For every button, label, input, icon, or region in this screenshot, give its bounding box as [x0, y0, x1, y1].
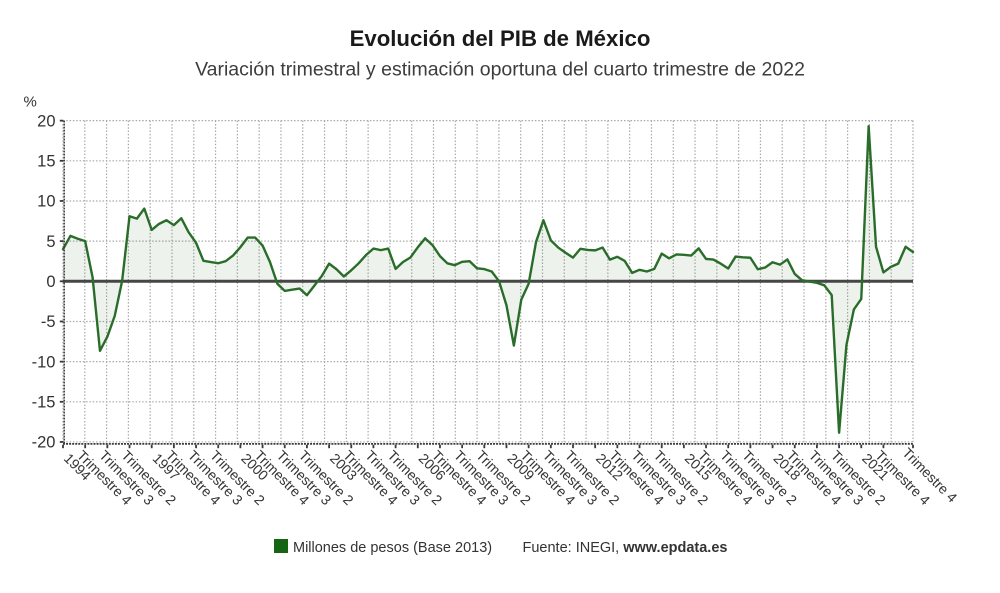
svg-text:Evolución del PIB de México: Evolución del PIB de México: [350, 26, 651, 51]
svg-text:Millones de pesos (Base 2013): Millones de pesos (Base 2013): [293, 540, 492, 556]
svg-text:10: 10: [37, 193, 55, 211]
svg-text:5: 5: [46, 233, 55, 251]
svg-text:0: 0: [46, 273, 55, 291]
svg-text:Variación trimestral y estimac: Variación trimestral y estimación oportu…: [195, 58, 805, 80]
svg-text:Fuente: INEGI, www.epdata.es: Fuente: INEGI, www.epdata.es: [523, 540, 728, 556]
svg-text:-10: -10: [32, 353, 56, 371]
svg-text:-15: -15: [32, 394, 56, 412]
svg-text:-5: -5: [41, 313, 56, 331]
svg-text:20: 20: [37, 112, 55, 130]
svg-text:%: %: [24, 94, 37, 111]
svg-text:-20: -20: [32, 434, 56, 452]
svg-text:15: 15: [37, 153, 55, 171]
